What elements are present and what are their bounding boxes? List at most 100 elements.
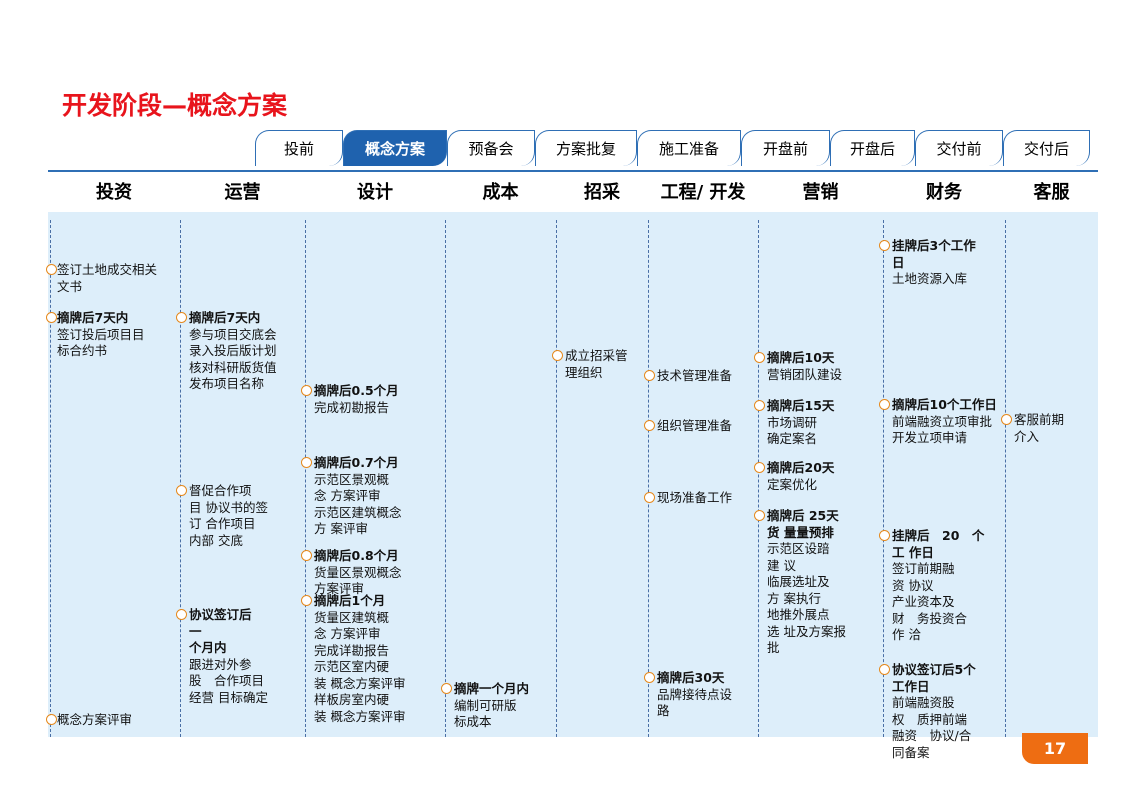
entry-line: 核对科研版货值 <box>189 359 277 375</box>
tab: 方案批复 <box>535 130 637 166</box>
bullet <box>879 240 890 251</box>
entry: 摘牌后7天内 参与项目交底会 录入投后版计划 核对科研版货值 发布项目名称 <box>189 310 277 393</box>
column-divider <box>883 220 884 737</box>
entry-line: 编制可研版 <box>454 697 517 713</box>
entry-line: 文书 <box>57 278 83 294</box>
tab: 交付前 <box>915 130 1003 166</box>
entry-line: 营销团队建设 <box>767 366 843 382</box>
entry-line: 成立招采管 <box>565 348 628 363</box>
entry-line: 标合约书 <box>57 343 108 358</box>
entry: 摘牌后7天内 签订投后项目目 标合约书 <box>57 310 145 360</box>
bullet <box>176 609 187 620</box>
column-divider <box>758 220 759 737</box>
entry-line: 目 协议书的签 <box>189 499 268 515</box>
entry-line: 组织管理准备 <box>657 418 733 433</box>
column-header: 成本 <box>482 182 519 203</box>
column-header: 运营 <box>224 182 261 203</box>
tab: 开盘前 <box>741 130 830 166</box>
column-header: 财务 <box>926 182 962 203</box>
entry-line: 方案评审 <box>314 581 365 596</box>
column-divider <box>445 220 446 737</box>
entry-line: 内部 交底 <box>189 532 243 548</box>
bullet <box>301 595 312 606</box>
column-divider <box>556 220 557 737</box>
bullet <box>644 492 655 503</box>
entry-line: 批 <box>767 640 780 655</box>
entry-line: 土地资源入库 <box>892 271 968 286</box>
bullet <box>176 312 187 323</box>
entry: 摘牌后 25天货 量量预排 示范区设踣建 议临展选址及方 案执行 地推外展点选 址及… <box>767 508 846 657</box>
entry-line: 签订土地成交相关 <box>57 262 158 277</box>
bullet <box>644 672 655 683</box>
entry: 组织管理准备 <box>657 418 732 435</box>
entry-line: 路 <box>657 703 670 718</box>
tab: 施工准备 <box>637 130 741 166</box>
entry: 摘牌后15天 市场调研 确定案名 <box>767 398 834 448</box>
entry-line: 理组织 <box>565 364 603 380</box>
column-divider <box>50 220 51 737</box>
entry: 签订土地成交相关 文书 <box>57 262 157 295</box>
entry-line: 介入 <box>1014 428 1040 444</box>
entry-line: 市场调研 <box>767 414 818 430</box>
entry: 客服前期 介入 <box>1014 412 1064 445</box>
column-header: 客服 <box>1033 182 1070 203</box>
entry-lead: 摘牌后10个工作日 <box>892 397 997 412</box>
entry: 摘牌后0.7个月 示范区景观概念 方案评审 示范区建筑概念方 案评审 <box>314 455 402 538</box>
bullet <box>644 370 655 381</box>
entry-lead: 货 量量预排 <box>767 524 834 540</box>
entry-lead: 摘牌后 25天 <box>767 508 839 523</box>
entry: 督促合作项目 协议书的签订 合作项目 内部 交底 <box>189 483 268 549</box>
entry: 概念方案评审 <box>57 712 132 729</box>
entry-lead: 摘牌后20天 <box>767 460 835 475</box>
entry: 摘牌后10天 营销团队建设 <box>767 350 842 383</box>
entry-line: 财 务投资合 <box>892 610 968 626</box>
entry-line: 完成初勘报告 <box>314 399 390 415</box>
entry-line: 发布项目名称 <box>189 376 265 391</box>
bullet <box>46 714 57 725</box>
entry-line: 产业资本及 <box>892 594 955 609</box>
column-header: 设计 <box>357 182 393 203</box>
bullet <box>644 420 655 431</box>
column-divider <box>305 220 306 737</box>
column-header: 营销 <box>802 182 839 203</box>
bullet <box>754 510 765 521</box>
entry: 挂牌后 20 个工 作日 签订前期融资 协议 产业资本及财 务投资合作 洽 <box>892 528 984 644</box>
entry-line: 资 协议 <box>892 577 934 593</box>
entry-line: 参与项目交底会 <box>189 326 277 342</box>
entry-lead: 挂牌后 20 个 <box>892 528 985 543</box>
entry: 摘牌后10个工作日 前端融资立项审批 开发立项申请 <box>892 397 997 447</box>
entry-line: 前端融资股 <box>892 695 955 710</box>
bullet <box>552 350 563 361</box>
column-header: 工程/ 开发 <box>660 182 746 203</box>
bullet <box>754 400 765 411</box>
tab: 概念方案 <box>343 130 447 166</box>
entry-lead: 协议签订后5个 <box>892 662 976 677</box>
column-header: 招采 <box>584 182 620 203</box>
entry-line: 确定案名 <box>767 431 818 446</box>
entry-line: 装 概念方案评审 <box>314 708 406 724</box>
entry-lead: 摘牌后30天 <box>657 670 725 685</box>
entry-line: 客服前期 <box>1014 412 1065 427</box>
entry-line: 临展选址及 <box>767 574 830 589</box>
entry-line: 概念方案评审 <box>57 712 133 727</box>
bullet <box>1001 414 1012 425</box>
entry: 成立招采管 理组织 <box>565 348 628 381</box>
entry-lead: 摘牌一个月内 <box>454 681 530 696</box>
entry-lead: 个月内 <box>189 640 227 655</box>
entry: 摘牌一个月内 编制可研版 标成本 <box>454 681 529 731</box>
entry-line: 完成详勘报告 <box>314 642 390 658</box>
entry-lead: 摘牌后15天 <box>767 398 835 413</box>
entry: 摘牌后0.5个月 完成初勘报告 <box>314 383 399 416</box>
entry-lead: 工作日 <box>892 678 930 694</box>
bullet <box>46 312 57 323</box>
bullet <box>879 399 890 410</box>
entry-lead: 摘牌后0.8个月 <box>314 548 399 563</box>
entry-lead: 摘牌后7天内 <box>189 310 261 325</box>
entry-line: 示范区景观概 <box>314 471 390 487</box>
entry-line: 订 合作项目 <box>189 516 256 531</box>
bullet <box>301 457 312 468</box>
entry-lead: 协议签订后 <box>189 607 252 622</box>
bullet <box>301 385 312 396</box>
entry-lead: 摘牌后10天 <box>767 350 835 365</box>
